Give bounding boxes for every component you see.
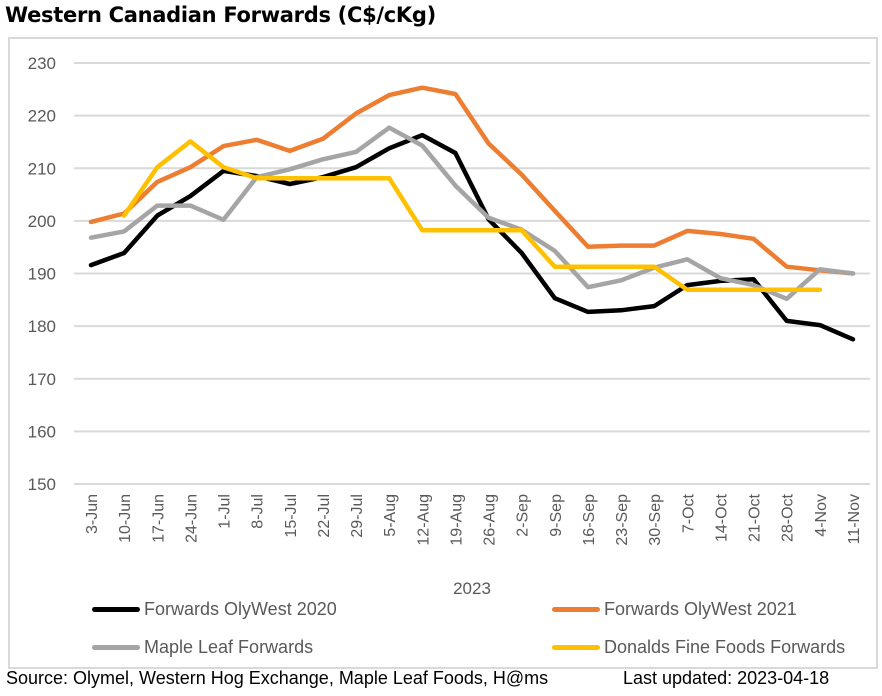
y-tick-label: 190 <box>28 265 56 284</box>
y-tick-label: 160 <box>28 422 56 441</box>
series-lines <box>88 85 856 342</box>
x-tick-label: 14-Oct <box>713 493 730 542</box>
x-tick-label: 30-Sep <box>647 494 664 546</box>
x-tick-label: 9-Sep <box>548 494 565 537</box>
legend-label: Maple Leaf Forwards <box>144 637 314 657</box>
y-tick-label: 150 <box>28 475 56 494</box>
x-tick-label: 17-Jun <box>150 494 167 543</box>
chart-title: Western Canadian Forwards (C$/cKg) <box>5 3 436 27</box>
x-tick-label: 1-Jul <box>217 494 234 529</box>
x-tick-label: 29-Jul <box>349 494 366 538</box>
series-line-donalds-fine-foods-forwards <box>121 139 823 293</box>
y-tick-label: 230 <box>28 54 56 73</box>
legend-item-maple-leaf: Maple Leaf Forwards <box>92 637 313 658</box>
x-tick-label: 21-Oct <box>747 493 764 542</box>
x-tick-label: 12-Aug <box>415 494 432 546</box>
y-tick-label: 170 <box>28 370 56 389</box>
x-tick-label: 28-Oct <box>780 493 797 542</box>
x-tick-label: 15-Jul <box>283 494 300 538</box>
x-tick-label: 5-Aug <box>382 494 399 537</box>
legend-item-olywest-2020: Forwards OlyWest 2020 <box>92 599 337 620</box>
legend-swatch-olywest-2021 <box>552 607 600 612</box>
legend-label: Forwards OlyWest 2021 <box>604 599 797 619</box>
series-line-maple-leaf-forwards <box>88 125 856 302</box>
legend-label: Forwards OlyWest 2020 <box>144 599 337 619</box>
legend-label: Donalds Fine Foods Forwards <box>604 637 846 657</box>
x-tick-label: 24-Jun <box>183 494 200 543</box>
x-tick-label: 22-Jul <box>316 494 333 538</box>
x-tick-label: 3-Jun <box>84 494 101 534</box>
x-axis-ticks: 3-Jun 10-Jun 17-Jun 24-Jun 1-Jul 8-Jul 15-Jul 2… <box>84 493 863 545</box>
last-updated-note: Last updated: 2023-04-18 <box>623 668 830 688</box>
legend-swatch-maple-leaf <box>92 645 140 650</box>
y-tick-label: 220 <box>28 107 56 126</box>
x-tick-label: 19-Aug <box>448 494 465 546</box>
legend-swatch-olywest-2020 <box>92 607 140 612</box>
legend-swatch-donalds <box>552 645 600 650</box>
x-axis-group-label: 2023 <box>453 579 491 598</box>
y-tick-label: 180 <box>28 317 56 336</box>
x-tick-label: 23-Sep <box>614 494 631 546</box>
y-tick-label: 200 <box>28 212 56 231</box>
x-tick-label: 7-Oct <box>680 493 697 533</box>
x-tick-label: 10-Jun <box>117 494 134 543</box>
x-tick-label: 26-Aug <box>482 494 499 546</box>
gridlines <box>74 62 870 433</box>
source-note: Source: Olymel, Western Hog Exchange, Ma… <box>6 668 549 688</box>
x-tick-label: 16-Sep <box>581 494 598 546</box>
chart-frame <box>8 37 878 669</box>
legend-item-olywest-2021: Forwards OlyWest 2021 <box>552 599 797 620</box>
y-tick-label: 210 <box>28 159 56 178</box>
x-tick-label: 2-Sep <box>515 494 532 537</box>
series-line-forwards-olywest-2021 <box>88 85 856 276</box>
x-tick-label: 8-Jul <box>250 494 267 529</box>
x-tick-label: 4-Nov <box>813 494 830 537</box>
legend-item-donalds: Donalds Fine Foods Forwards <box>552 637 845 658</box>
x-tick-label: 11-Nov <box>846 494 863 544</box>
y-axis-ticks: 150 160 170 180 190 200 210 220 230 <box>28 54 56 494</box>
